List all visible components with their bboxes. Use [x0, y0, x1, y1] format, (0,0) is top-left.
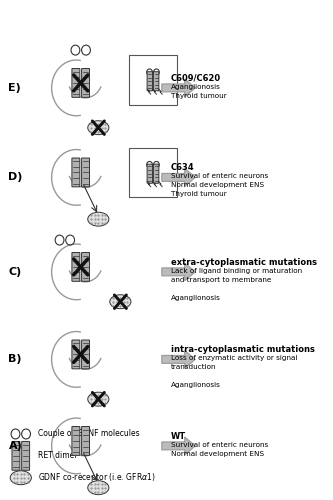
Text: Aganglionosis: Aganglionosis [170, 294, 220, 300]
Text: C): C) [8, 267, 22, 277]
Text: Couple of GDNF molecules: Couple of GDNF molecules [38, 430, 140, 438]
Text: and transport to membrane: and transport to membrane [170, 277, 271, 283]
Text: C634: C634 [170, 164, 194, 172]
Text: Aganglionosis: Aganglionosis [170, 382, 220, 388]
FancyBboxPatch shape [72, 426, 80, 456]
Text: Loss of enzymatic activity or signal: Loss of enzymatic activity or signal [170, 356, 297, 362]
FancyBboxPatch shape [82, 426, 90, 456]
Ellipse shape [88, 480, 109, 494]
Text: Survival of enteric neurons: Survival of enteric neurons [170, 174, 268, 180]
Text: B): B) [8, 354, 22, 364]
Text: Survival of enteric neurons: Survival of enteric neurons [170, 442, 268, 448]
FancyBboxPatch shape [147, 164, 153, 184]
FancyBboxPatch shape [82, 158, 90, 187]
FancyBboxPatch shape [154, 72, 159, 91]
Ellipse shape [10, 471, 31, 484]
FancyBboxPatch shape [12, 442, 20, 470]
Bar [129, 55, 177, 105]
Text: A): A) [8, 441, 22, 451]
Ellipse shape [88, 392, 109, 406]
FancyArrow shape [162, 79, 195, 97]
Ellipse shape [110, 294, 131, 308]
FancyBboxPatch shape [72, 252, 80, 282]
Text: WT: WT [170, 432, 186, 441]
Text: E): E) [8, 83, 21, 93]
FancyBboxPatch shape [72, 68, 80, 98]
FancyBboxPatch shape [22, 442, 30, 470]
Text: Normal development ENS: Normal development ENS [170, 451, 264, 457]
FancyBboxPatch shape [72, 340, 80, 369]
FancyBboxPatch shape [72, 158, 80, 187]
Ellipse shape [88, 212, 109, 226]
Text: Lack of ligand binding or maturation: Lack of ligand binding or maturation [170, 268, 302, 274]
FancyBboxPatch shape [82, 68, 90, 98]
Bar [129, 148, 177, 198]
Text: C609/C620: C609/C620 [170, 74, 221, 83]
Text: Aganglionosis: Aganglionosis [170, 84, 220, 90]
FancyArrow shape [162, 437, 195, 455]
Text: D): D) [8, 172, 23, 182]
Text: Normal development ENS: Normal development ENS [170, 182, 264, 188]
FancyArrow shape [162, 350, 195, 368]
FancyBboxPatch shape [82, 252, 90, 282]
FancyBboxPatch shape [82, 340, 90, 369]
Text: extra-cytoplasmatic mutations: extra-cytoplasmatic mutations [170, 258, 317, 267]
Text: transduction: transduction [170, 364, 216, 370]
FancyArrow shape [162, 263, 195, 281]
Text: GDNF co-receptor (i.e. GFR$\alpha$1): GDNF co-receptor (i.e. GFR$\alpha$1) [38, 471, 156, 484]
FancyBboxPatch shape [154, 164, 159, 184]
Text: Thyroid tumour: Thyroid tumour [170, 192, 226, 198]
Text: Thyroid tumour: Thyroid tumour [170, 93, 226, 99]
FancyArrow shape [162, 168, 195, 186]
Ellipse shape [88, 120, 109, 134]
Text: intra-cytoplasmatic mutations: intra-cytoplasmatic mutations [170, 346, 314, 354]
FancyBboxPatch shape [147, 72, 153, 91]
Text: RET dimer: RET dimer [38, 452, 78, 460]
